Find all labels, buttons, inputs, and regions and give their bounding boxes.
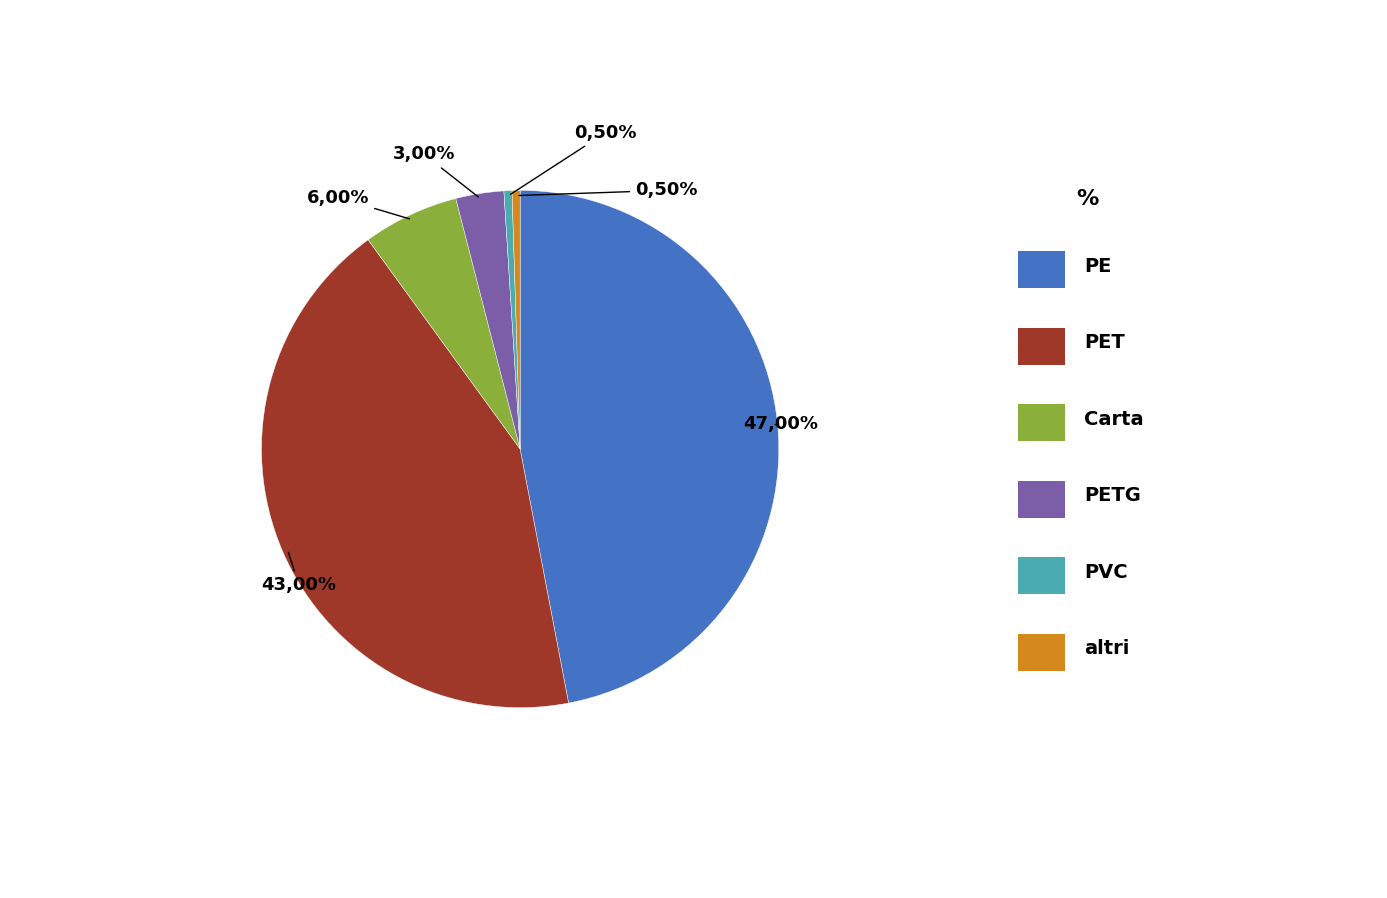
Wedge shape	[262, 240, 569, 708]
Text: PE: PE	[1085, 257, 1111, 276]
Text: 6,00%: 6,00%	[307, 189, 409, 219]
Wedge shape	[503, 190, 520, 449]
Text: PET: PET	[1085, 333, 1125, 352]
Bar	[1018, 634, 1065, 671]
Text: Carta: Carta	[1085, 409, 1144, 428]
Text: PETG: PETG	[1085, 486, 1142, 506]
Wedge shape	[456, 191, 520, 449]
Text: 0,50%: 0,50%	[510, 124, 637, 194]
Bar	[1018, 558, 1065, 594]
Text: 3,00%: 3,00%	[393, 145, 479, 197]
Text: 43,00%: 43,00%	[262, 552, 337, 594]
Wedge shape	[520, 190, 778, 703]
Text: 47,00%: 47,00%	[743, 415, 818, 433]
Bar	[1018, 251, 1065, 288]
Wedge shape	[368, 198, 520, 449]
Text: 0,50%: 0,50%	[519, 181, 698, 199]
Wedge shape	[512, 190, 520, 449]
Bar	[1018, 404, 1065, 441]
Bar	[1018, 328, 1065, 365]
Text: %: %	[1076, 189, 1099, 209]
Text: altri: altri	[1085, 639, 1129, 658]
Text: PVC: PVC	[1085, 563, 1128, 582]
Bar	[1018, 481, 1065, 518]
